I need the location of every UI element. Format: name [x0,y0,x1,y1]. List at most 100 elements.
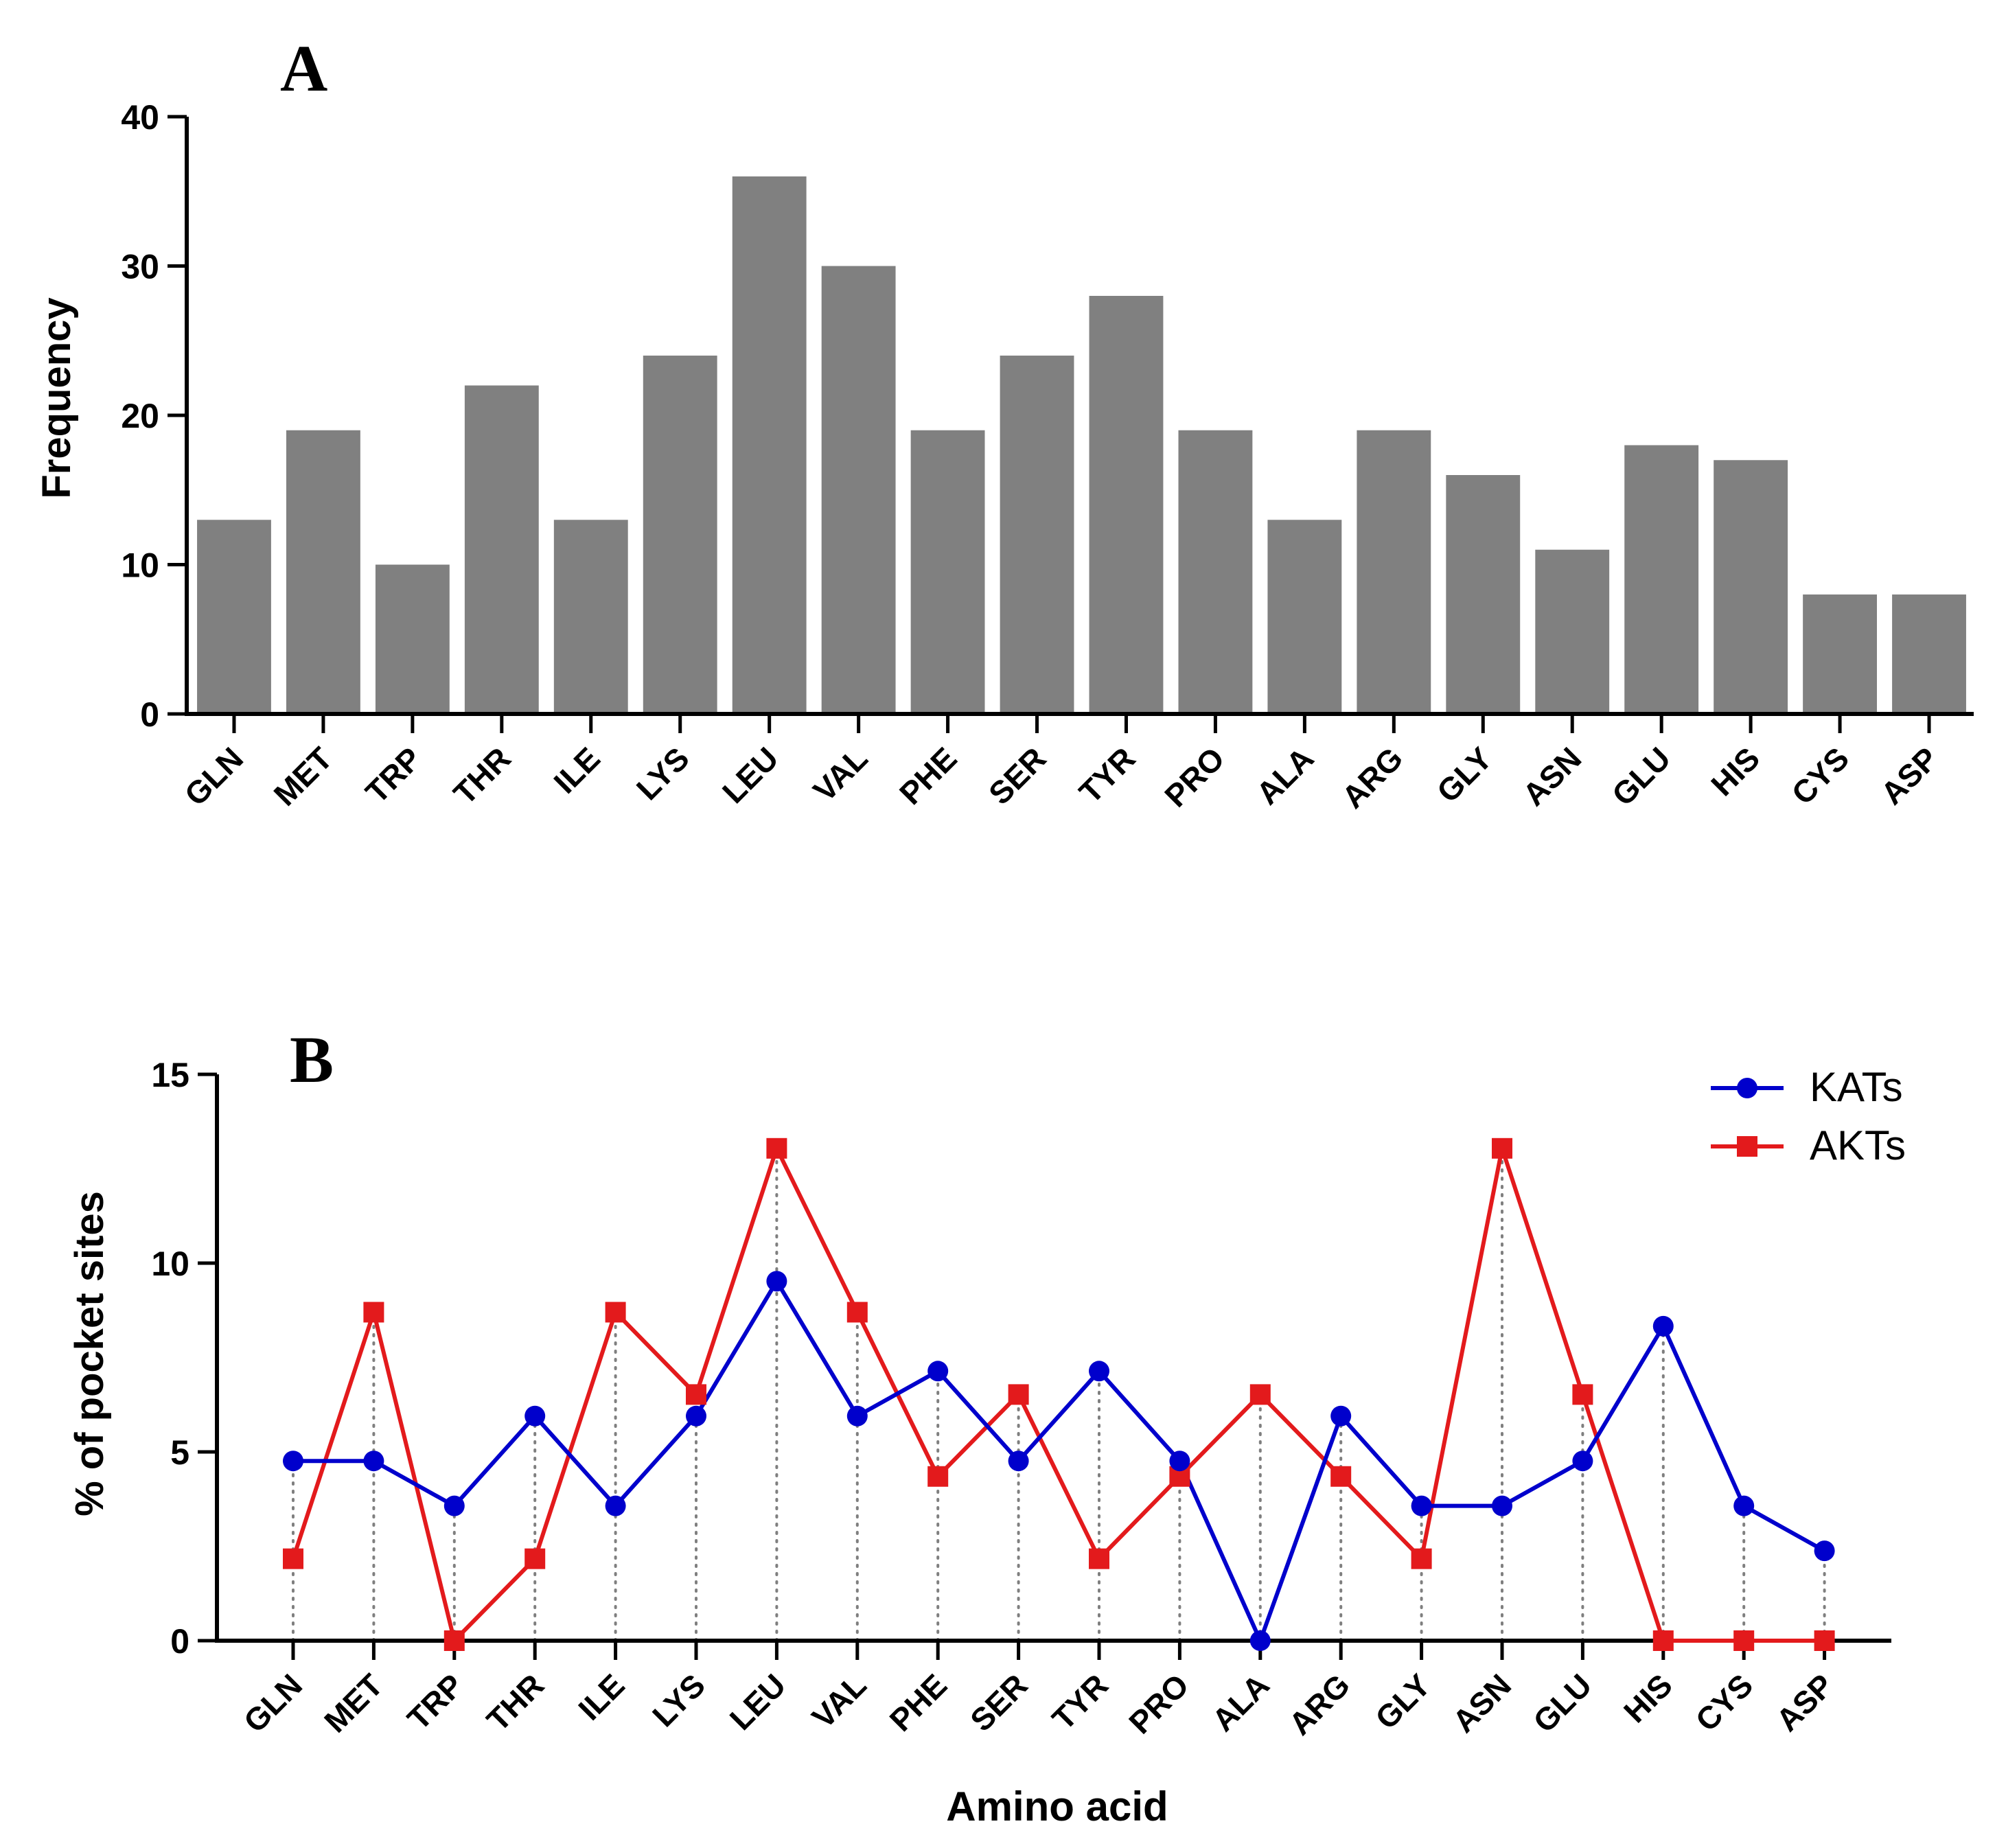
panel-a-bar-chart: A GLN MET TRP THR ILE LYS LEU VAL PHE SER TYR PRO AL… [34,32,1974,815]
panel-b-series [283,1137,1835,1651]
x-tick-label: LEU [715,740,785,810]
x-tick-label: ALA [1205,1667,1276,1738]
point-akts-cys [1733,1630,1755,1651]
point-kats-cys [1733,1495,1755,1516]
point-akts-his [1652,1630,1674,1651]
y-tick-label: 40 [121,98,159,137]
bar-leu [732,176,807,714]
bar-trp [375,564,450,714]
bar-lys [643,356,717,714]
x-tick-label: CYS [1784,740,1856,811]
panel-b-line-chart: B 0 5 10 15 GLN MET TRP THR ILE LYS LEU VAL PHE SER TY… [67,1023,1906,1829]
x-tick-label: LYS [630,740,696,807]
x-tick-label: ILE [546,740,606,800]
legend-kats-label: KATs [1810,1064,1903,1110]
point-akts-arg [1330,1466,1352,1487]
bar-glu [1624,445,1699,714]
x-tick-label: GLN [178,740,250,812]
x-tick-label: SER [982,740,1053,811]
legend-kats-marker [1737,1078,1757,1098]
point-kats-ala [1249,1630,1271,1651]
panel-b-x-axis-title: Amino acid [946,1783,1168,1829]
point-kats-trp [443,1495,465,1516]
point-kats-lys [686,1405,706,1427]
point-kats-his [1652,1315,1674,1337]
point-kats-arg [1330,1405,1352,1427]
panel-b-y-axis-title: % of pocket sites [67,1191,112,1516]
x-tick-label: MET [317,1667,389,1739]
point-akts-asp [1814,1630,1835,1651]
bar-met [286,430,360,714]
y-tick-label: 20 [121,397,159,435]
bar-gly [1446,475,1521,714]
panel-a-bars [197,176,1966,714]
x-tick-label: PHE [892,740,964,811]
legend-akts-marker [1737,1136,1757,1157]
point-akts-leu [766,1137,787,1159]
bar-phe [910,430,985,714]
x-tick-label: GLY [1430,740,1499,809]
point-kats-gln [283,1451,303,1472]
x-tick-label: ASN [1446,1667,1518,1739]
x-tick-label: GLU [1526,1667,1598,1739]
x-tick-label: VAL [806,740,874,808]
point-kats-pro [1169,1451,1190,1472]
x-tick-label: THR [480,1667,551,1738]
point-kats-gly [1411,1495,1432,1516]
x-tick-label: SER [963,1667,1035,1738]
bar-tyr [1089,296,1164,714]
bar-val [821,266,896,714]
x-tick-label: HIS [1704,740,1766,802]
panel-a-y-axis-title: Frequency [34,297,79,498]
point-kats-phe [927,1361,949,1382]
x-tick-label: TYR [1045,1667,1115,1737]
point-kats-asp [1814,1540,1835,1562]
point-kats-met [363,1451,384,1472]
point-kats-ile [605,1495,626,1516]
bar-pro [1178,430,1253,714]
panel-a-letter: A [280,32,327,105]
point-kats-thr [524,1405,546,1427]
y-tick-label: 10 [121,546,159,585]
bar-gln [197,520,271,714]
point-akts-met [363,1302,384,1323]
point-akts-phe [927,1466,949,1487]
bar-asp [1892,594,1966,714]
x-tick-label: VAL [805,1667,873,1735]
y-tick-label: 30 [121,248,159,286]
point-akts-glu [1572,1384,1593,1405]
x-tick-label: ARG [1282,1667,1357,1742]
point-akts-ile [605,1302,626,1323]
point-kats-ser [1008,1451,1029,1472]
series-line-kats [293,1279,1826,1643]
x-tick-label: TYR [1072,740,1142,810]
y-tick-label: 0 [170,1622,189,1661]
x-tick-label: THR [446,740,518,811]
x-tick-label: GLN [237,1667,309,1739]
bar-his [1714,460,1788,714]
point-akts-asn [1492,1137,1512,1159]
bar-ser [1000,356,1074,714]
x-tick-label: PRO [1157,740,1231,813]
x-tick-label: CYS [1689,1667,1760,1738]
panel-b-drop-lines [292,1146,1826,1642]
x-tick-label: ASP [1769,1667,1841,1738]
x-tick-label: HIS [1617,1667,1679,1729]
point-akts-val [846,1302,868,1323]
point-kats-asn [1492,1495,1512,1516]
point-kats-val [846,1405,868,1427]
point-kats-glu [1572,1451,1593,1472]
point-akts-tyr [1089,1548,1109,1569]
bar-thr [464,385,539,714]
point-akts-gly [1411,1548,1432,1569]
x-tick-label: ARG [1335,740,1409,815]
bar-ala [1267,520,1342,714]
x-tick-label: ALA [1249,740,1321,811]
legend-akts-label: AKTs [1810,1122,1906,1168]
y-tick-label: 10 [151,1245,189,1283]
point-akts-gln [283,1548,303,1569]
bar-cys [1803,594,1878,714]
point-akts-ser [1008,1384,1029,1405]
bar-arg [1357,430,1431,714]
